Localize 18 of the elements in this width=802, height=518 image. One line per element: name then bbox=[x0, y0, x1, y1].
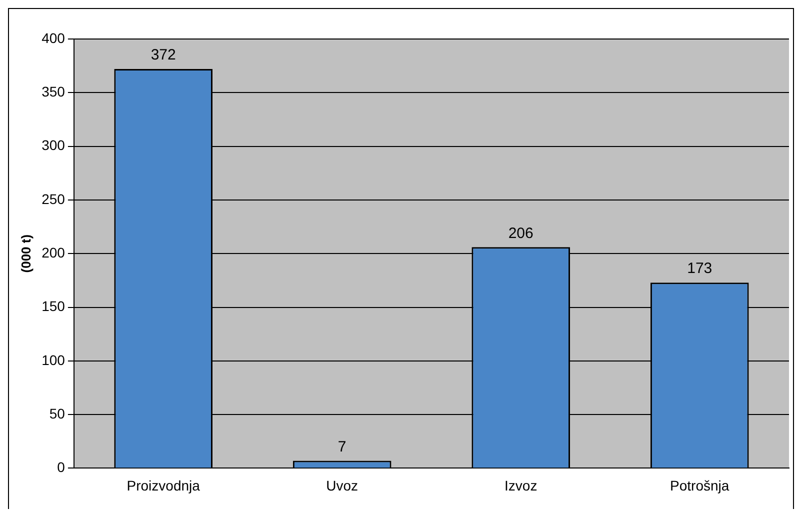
x-tick-label: Uvoz bbox=[326, 477, 358, 494]
y-tick-label: 50 bbox=[49, 405, 66, 422]
x-tick-label: Proizvodnja bbox=[126, 477, 200, 494]
data-label: 372 bbox=[150, 46, 176, 64]
data-label: 206 bbox=[508, 224, 534, 242]
y-tick-label: 0 bbox=[57, 459, 66, 476]
x-tick-label: Potrošnja bbox=[670, 477, 730, 494]
y-tick-label: 100 bbox=[42, 352, 66, 368]
x-tick-label: Izvoz bbox=[504, 477, 538, 494]
y-tick-label: 300 bbox=[42, 137, 66, 154]
y-tick-label: 250 bbox=[42, 190, 66, 207]
y-tick-label: 150 bbox=[42, 298, 66, 314]
data-label: 7 bbox=[338, 438, 346, 456]
data-label: 173 bbox=[687, 260, 712, 278]
y-tick-label: 350 bbox=[42, 84, 66, 100]
y-tick-label: 200 bbox=[42, 244, 66, 260]
y-tick-label: 400 bbox=[42, 30, 66, 46]
y-axis-title: (000 t) bbox=[18, 234, 34, 273]
